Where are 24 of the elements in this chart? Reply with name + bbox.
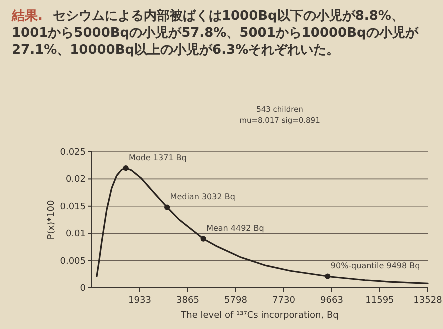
y-tick-label: 0.005 — [60, 256, 86, 267]
y-tick-label: 0.025 — [60, 148, 86, 158]
y-tick-label: 0.01 — [66, 230, 86, 240]
x-tick-label: 3865 — [176, 296, 200, 306]
annotation: Median 3032 Bq — [170, 192, 236, 202]
point — [200, 236, 206, 242]
chart-title: 結果. — [12, 9, 43, 24]
point — [325, 274, 331, 280]
x-tick-label: 11595 — [366, 296, 394, 306]
point — [164, 204, 170, 210]
x-tick-label: 5798 — [224, 296, 248, 306]
x-tick-label: 1933 — [128, 296, 152, 306]
y-tick-label: 0.02 — [66, 175, 86, 186]
y-tick-label: 0.015 — [60, 202, 86, 212]
x-tick-label: 9663 — [320, 296, 344, 306]
x-tick-label: 7730 — [272, 296, 296, 306]
y-tick-label: 0 — [80, 284, 86, 294]
point — [123, 166, 129, 172]
annotation: Mean 4492 Bq — [206, 224, 264, 234]
annotation: Mode 1371 Bq — [129, 153, 187, 162]
x-tick-label: 13528 — [414, 296, 443, 306]
y-axis-title: P(x)*100 — [47, 200, 57, 240]
annotation: 90%-quantile 9498 Bq — [330, 262, 420, 271]
x-axis-title: The level of ¹³⁷Cs incorporation, Bq — [180, 311, 339, 321]
